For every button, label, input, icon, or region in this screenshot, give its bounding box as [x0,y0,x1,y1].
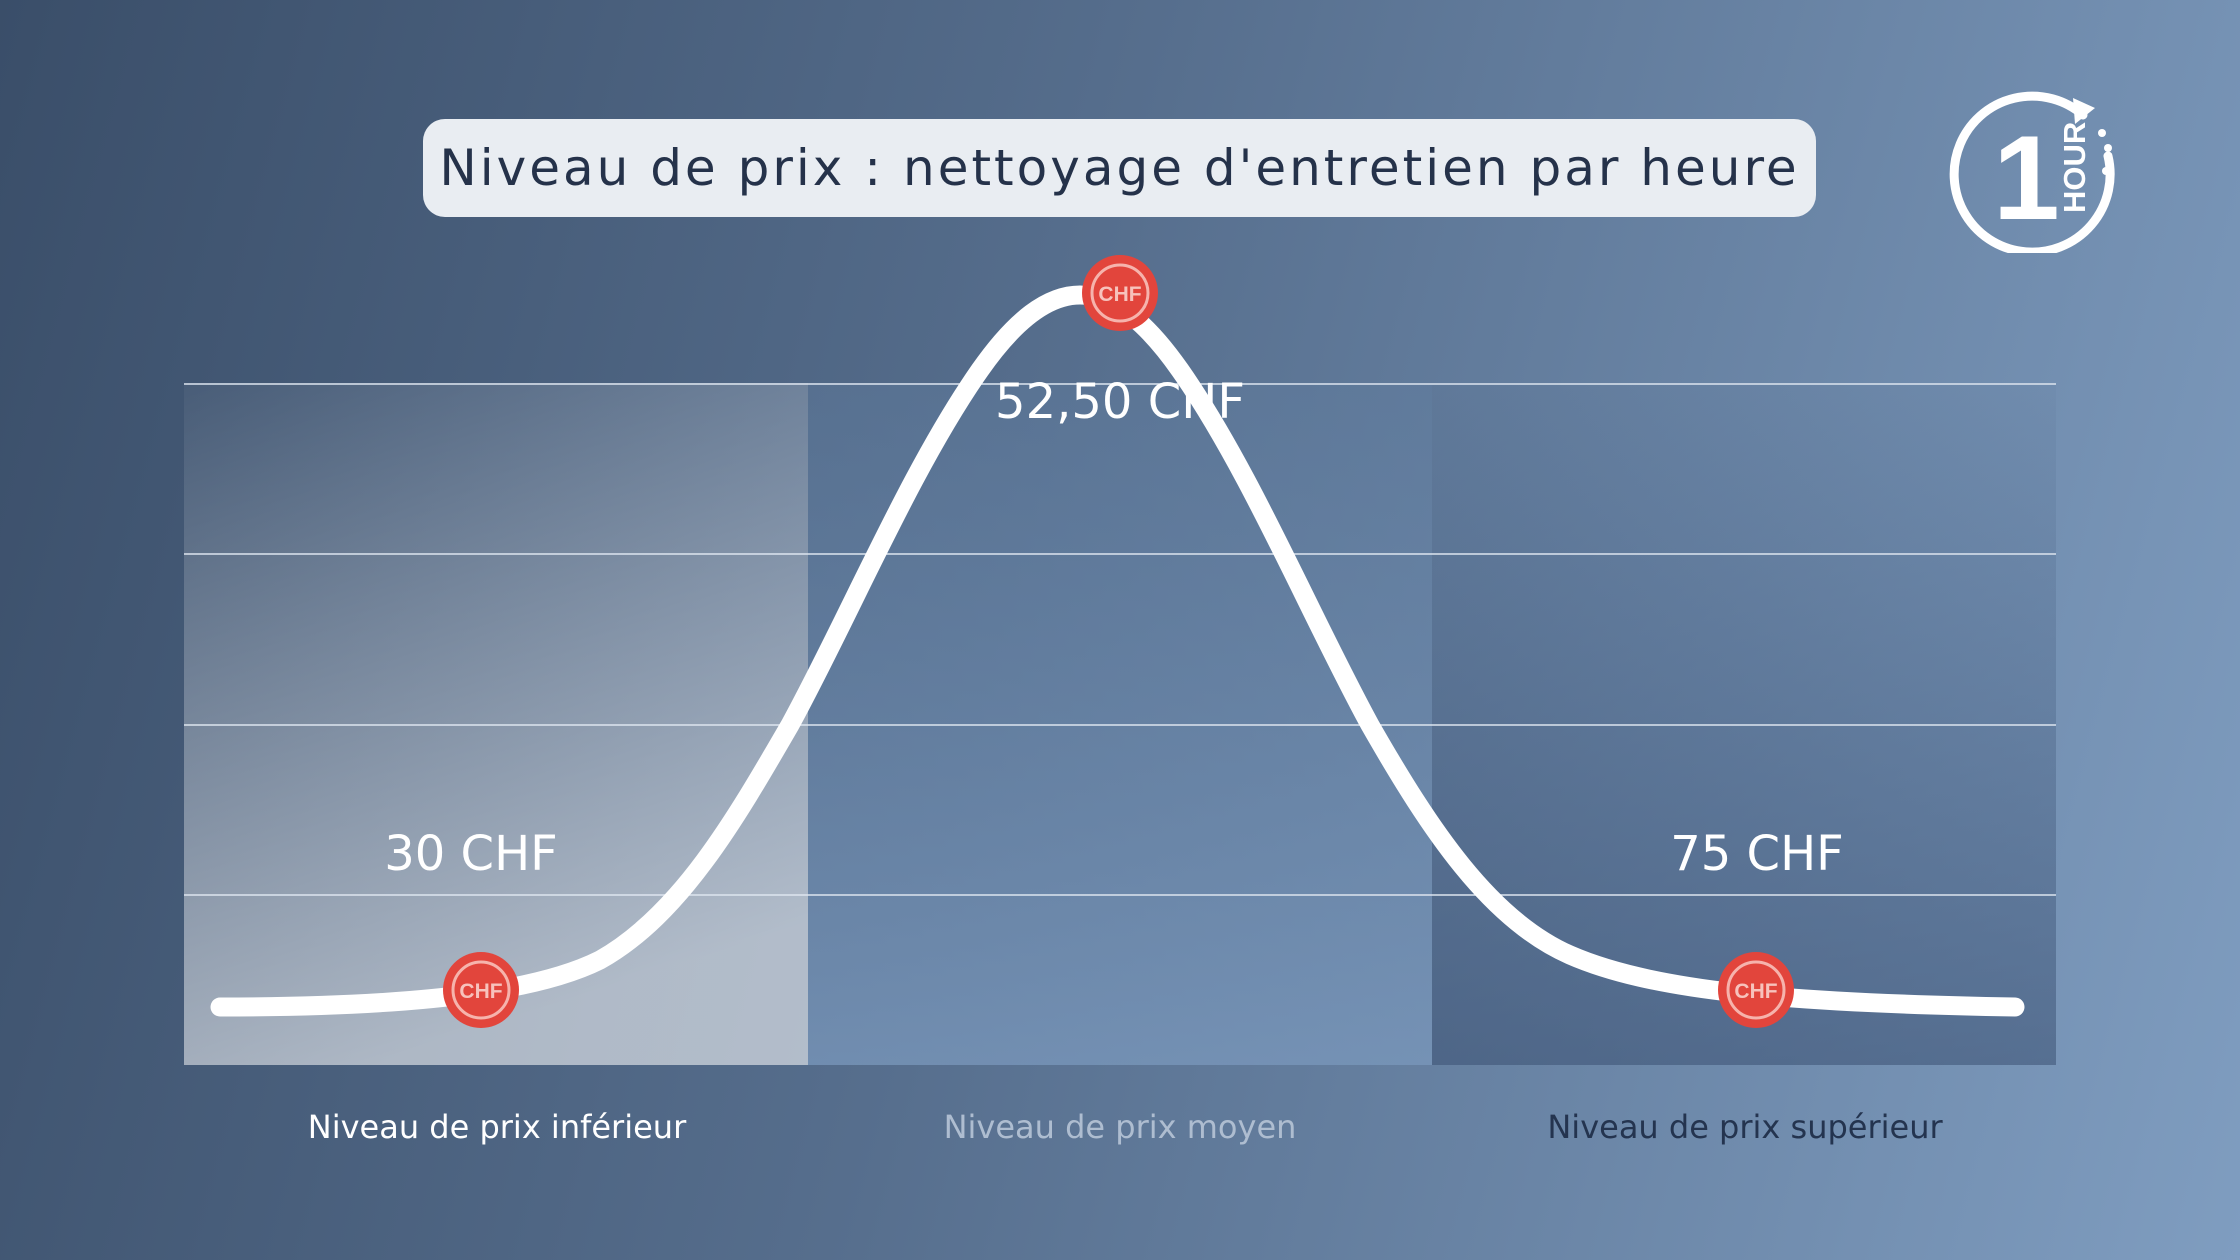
chf-marker-text: CHF [459,980,502,1003]
logo-word: HOUR [2057,122,2092,213]
category-label-lower: Niveau de prix inférieur [307,1108,687,1146]
logo-numeral: 1 [1993,111,2060,245]
chf-marker-icon: CHF [443,952,519,1028]
band-upper [1432,383,2056,1065]
chf-marker-text: CHF [1098,283,1141,306]
data-label: 75 CHF [1670,826,1844,882]
data-label: 30 CHF [384,826,558,882]
chart-title-box: Niveau de prix : nettoyage d'entretien p… [423,119,1816,217]
category-label-upper: Niveau de prix supérieur [1547,1108,1943,1146]
chf-marker-icon: CHF [1082,255,1158,331]
chart-title: Niveau de prix : nettoyage d'entretien p… [439,139,1800,197]
one-hour-logo-icon: 1 HOUR [1949,91,2115,253]
band-lower [184,383,808,1065]
chf-marker-icon: CHF [1718,952,1794,1028]
chf-marker-text: CHF [1734,980,1777,1003]
category-label-average: Niveau de prix moyen [943,1108,1297,1146]
data-label: 52,50 CHF [995,374,1245,430]
